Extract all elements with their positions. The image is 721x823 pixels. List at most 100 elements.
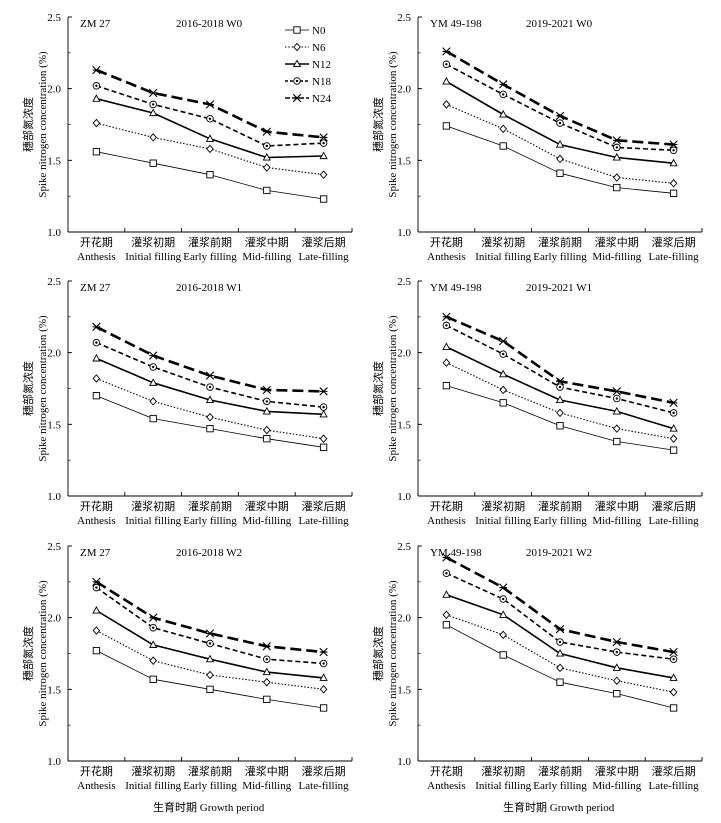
data-point-n12: [205, 134, 215, 142]
legend-marker: [292, 59, 302, 68]
data-point-n24: [499, 337, 508, 346]
x-tick-label-cn: 灌浆初期: [481, 764, 525, 778]
data-point-n12: [669, 673, 678, 681]
data-point-n6: [319, 434, 328, 443]
data-point-n12: [612, 406, 621, 415]
data-point-n24: [555, 377, 565, 386]
x-tick-label-cn: 灌浆后期: [302, 235, 346, 249]
x-tick-label-cn: 灌浆前期: [538, 499, 582, 513]
panel-title: YM 49-198: [430, 282, 482, 294]
y-axis-label: Spike nitrogen concentration (%): [387, 51, 399, 198]
data-point-n12: [499, 369, 508, 378]
data-point-n24: [669, 140, 678, 149]
data-point-n24: [149, 88, 158, 98]
data-point-n18-dot: [672, 149, 675, 152]
y-tick-label: 1.5: [47, 684, 61, 696]
data-point-n6: [92, 374, 101, 383]
data-point-n6: [499, 124, 508, 134]
data-point-n12: [442, 342, 451, 350]
data-point-n18-dot: [152, 365, 155, 369]
y-tick-label: 2.0: [397, 348, 411, 360]
data-point-n24: [555, 111, 565, 121]
data-point-n18-dot: [558, 385, 562, 389]
y-tick-label: 2.5: [47, 541, 61, 553]
x-tick-label: Anthesis: [77, 780, 116, 792]
data-point-n0: [92, 392, 101, 400]
data-point-n0: [206, 171, 214, 179]
y-axis-label: Spike nitrogen concentration (%): [37, 315, 49, 462]
data-point-n24: [669, 398, 678, 408]
data-point-n18-dot: [322, 141, 325, 145]
x-tick-label-cn: 灌浆后期: [652, 235, 696, 249]
data-point-n0: [613, 689, 621, 698]
data-point-n12: [92, 605, 101, 614]
data-point-n6: [442, 358, 451, 367]
y-axis-label: Spike nitrogen concentration (%): [37, 580, 49, 727]
data-point-n18-dot: [502, 93, 505, 96]
data-point-n24: [499, 80, 508, 89]
data-point-n24: [262, 127, 271, 136]
y-tick-label: 2.5: [47, 12, 61, 24]
x-tick-label: Late-filling: [649, 515, 700, 527]
x-tick-label: Initial filling: [475, 515, 531, 527]
data-point-n0: [92, 148, 101, 156]
data-point-n0: [149, 675, 157, 683]
data-point-n18-dot: [615, 146, 618, 149]
data-point-n12: [92, 353, 101, 362]
data-point-n12: [442, 76, 451, 85]
data-point-n24: [669, 647, 678, 657]
data-point-n6: [669, 178, 678, 188]
x-tick-label-cn: 灌浆后期: [302, 764, 346, 778]
x-tick-label: Mid-filling: [242, 515, 291, 527]
x-tick-label-cn: 灌浆前期: [538, 764, 582, 778]
y-tick-label: 1.0: [397, 756, 411, 768]
data-point-n0: [206, 424, 214, 433]
chart-panel-5: 1.0 1.5 2.0 2.5 开花期 Anthesis 灌浆初期 Initial filli…: [21, 541, 353, 792]
data-point-n18-dot: [95, 586, 98, 589]
data-point-n0: [499, 142, 507, 150]
x-tick-label-cn: 开花期: [80, 236, 113, 249]
y-tick-label: 2.5: [397, 276, 411, 288]
series-line-n6: [446, 362, 674, 440]
y-tick-label: 1.0: [47, 227, 61, 239]
data-point-n24: [149, 351, 158, 360]
x-tick-label-cn: 灌浆中期: [245, 235, 289, 249]
y-tick-label: 1.0: [397, 491, 411, 503]
x-tick-label: Early filling: [533, 515, 587, 527]
panel-title: YM 49-198: [430, 18, 482, 30]
data-point-n0: [149, 414, 157, 423]
y-axis-label-cn: 穗部氮浓度: [371, 361, 385, 416]
data-point-n12: [555, 648, 565, 657]
chart-panel-4: 1.0 1.5 2.0 2.5 开花期 Anthesis 灌浆初期 Initial filli…: [371, 276, 703, 527]
y-tick-label: 1.0: [397, 227, 411, 239]
data-point-n0: [149, 159, 157, 167]
data-point-n12: [205, 395, 215, 404]
data-point-n0: [669, 446, 678, 454]
data-point-n24: [612, 387, 621, 396]
y-tick-label: 2.0: [397, 613, 411, 625]
panel-subtitle: 2019-2021 W0: [526, 18, 593, 30]
data-point-n0: [263, 186, 271, 195]
y-tick-label: 1.5: [47, 155, 61, 167]
data-point-n24: [442, 47, 451, 56]
data-point-n18-dot: [322, 405, 325, 409]
data-point-n18-dot: [265, 400, 268, 403]
y-axis-label-cn: 穗部氮浓度: [21, 626, 35, 681]
y-tick-label: 2.5: [397, 541, 411, 553]
data-point-n24: [92, 322, 101, 332]
y-tick-label: 2.0: [47, 613, 61, 625]
data-point-n18-dot: [615, 650, 618, 654]
data-point-n0: [206, 685, 214, 693]
x-tick-label: Anthesis: [427, 780, 466, 792]
data-point-n24: [262, 642, 271, 651]
data-point-n12: [442, 590, 451, 598]
data-point-n6: [149, 397, 158, 406]
data-point-n12: [499, 610, 508, 618]
series-line-n24: [95, 325, 324, 393]
data-point-n12: [319, 673, 328, 681]
legend-marker-dot: [295, 79, 299, 83]
x-tick-label: Late-filling: [299, 515, 350, 527]
x-tick-label: Anthesis: [77, 251, 116, 263]
data-point-n0: [669, 704, 678, 712]
data-point-n0: [556, 422, 564, 430]
